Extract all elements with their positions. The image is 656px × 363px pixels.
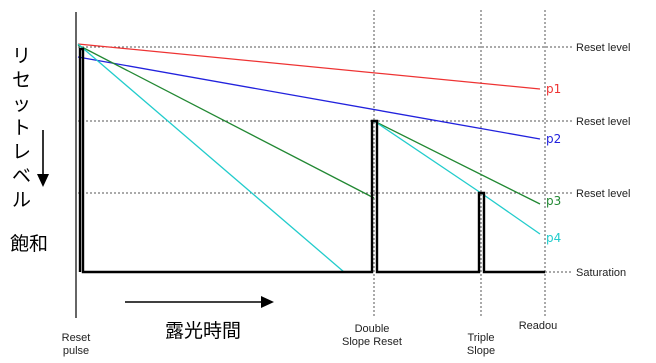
vertical-label-char-6: ベ	[12, 165, 31, 187]
reset-pulse-waveform	[78, 47, 545, 274]
vertical-label-char-3: ッ	[12, 93, 31, 115]
series-p3-line-2	[373, 120, 541, 205]
level-arrow-head	[37, 174, 49, 187]
vertical-label-char-5: レ	[12, 141, 31, 163]
vertical-label-char-1: リ	[12, 45, 31, 67]
level-label-saturation: Saturation	[576, 267, 626, 279]
series-p4-line	[77, 43, 345, 273]
vertical-label-char-7: ル	[12, 189, 31, 211]
series-p2-label: p2	[546, 132, 561, 146]
series-p1-line	[77, 43, 541, 90]
saturation-jp-label: 飽和	[10, 233, 48, 255]
series-p2-line	[77, 56, 541, 140]
vertical-label-char-4: ト	[12, 117, 31, 139]
level-label-3: Reset level	[576, 188, 630, 200]
triple-slope-label: Triple Slope	[467, 332, 495, 357]
series-p3-label: p3	[546, 194, 561, 208]
series-p1-label: p1	[546, 82, 561, 96]
vertical-label-char-2: セ	[12, 69, 31, 91]
series-p3-line	[77, 44, 375, 199]
level-label-2: Reset level	[576, 116, 630, 128]
series-p4-line-2	[373, 120, 482, 194]
double-slope-reset-label: Double Slope Reset	[342, 323, 402, 348]
readout-label: Readou	[519, 320, 558, 332]
series-p4-line-3	[480, 192, 541, 235]
level-label-1: Reset level	[576, 42, 630, 54]
series-p4-label: p4	[546, 231, 561, 245]
reset-pulse-label: Reset pulse	[62, 332, 91, 357]
exposure-time-label: 露光時間	[165, 320, 241, 342]
exposure-arrow-head	[261, 296, 274, 308]
